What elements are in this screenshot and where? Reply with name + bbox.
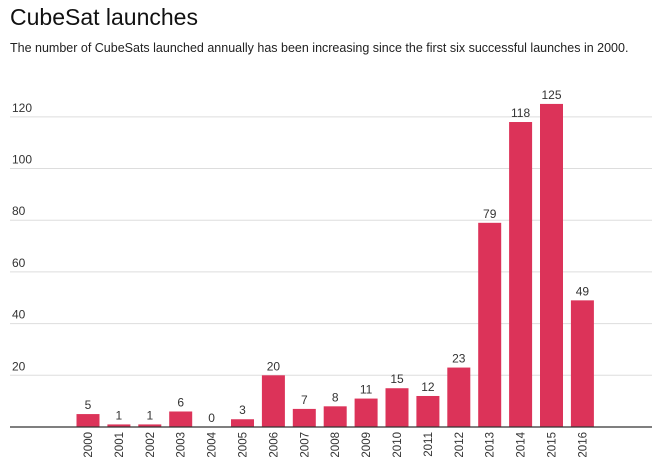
bar-2011: [416, 395, 440, 427]
x-tick-label-2010: 2010: [392, 432, 404, 458]
bar-2015: [540, 103, 563, 427]
x-tick-label-2005: 2005: [238, 432, 250, 458]
data-label-2009: 11: [360, 383, 373, 397]
data-label-2006: 20: [267, 359, 281, 373]
data-label-2013: 79: [483, 207, 497, 221]
y-tick-label: 60: [12, 256, 26, 270]
bars: [76, 103, 594, 427]
data-label-2000: 5: [85, 398, 92, 412]
x-tick-label-2013: 2013: [485, 432, 497, 458]
chart-subtitle: The number of CubeSats launched annually…: [10, 41, 629, 55]
bar-2005: [231, 419, 254, 427]
x-tick-label-2006: 2006: [268, 432, 280, 458]
y-tick-label: 120: [12, 101, 32, 115]
bar-2007: [292, 408, 316, 427]
y-axis-ticks: 20 40 60 80 100 120: [12, 101, 32, 373]
x-tick-label-2002: 2002: [145, 432, 157, 458]
data-label-2003: 6: [177, 395, 184, 409]
x-tick-label-2012: 2012: [454, 432, 466, 458]
bar-2006: [261, 375, 285, 427]
bar-2003: [169, 411, 193, 427]
y-tick-label: 80: [12, 204, 26, 218]
bar-2014: [509, 122, 533, 427]
x-tick-label-2001: 2001: [114, 432, 126, 458]
data-label-2014: 118: [511, 106, 530, 120]
bar-2008: [323, 406, 347, 427]
x-tick-label-2003: 2003: [176, 432, 188, 458]
x-tick-label-2007: 2007: [299, 432, 311, 458]
data-label-2005: 3: [239, 403, 246, 417]
bar-2002: [138, 424, 162, 427]
data-label-2010: 15: [390, 372, 404, 386]
y-tick-label: 20: [12, 359, 26, 373]
x-tick-label-2004: 2004: [207, 431, 219, 457]
bar-2001: [107, 424, 131, 427]
y-tick-label: 100: [12, 153, 32, 167]
bar-2012: [447, 367, 471, 427]
bar-2009: [354, 398, 378, 427]
data-label-2004: 0: [208, 411, 215, 425]
x-tick-label-2009: 2009: [361, 432, 373, 458]
data-label-2016: 49: [576, 284, 590, 298]
x-tick-label-2008: 2008: [330, 432, 342, 458]
y-tick-label: 40: [12, 308, 26, 322]
x-tick-label-2000: 2000: [83, 432, 95, 458]
data-label-2008: 8: [332, 390, 339, 404]
data-label-2002: 1: [146, 408, 153, 422]
data-label-2015: 125: [541, 88, 561, 102]
x-tick-label-2014: 2014: [516, 431, 528, 457]
bar-2000: [76, 414, 100, 427]
bar-2013: [478, 222, 502, 427]
x-tick-label-2015: 2015: [547, 432, 559, 458]
data-label-2012: 23: [452, 352, 466, 366]
data-label-2011: 12: [421, 380, 435, 394]
data-label-2001: 1: [116, 408, 123, 422]
bar-2010: [385, 388, 409, 427]
bar-2016: [570, 300, 594, 427]
x-axis-ticks: 2000 2001 2002 2003 2004 2005 2006 2007 2008 2009…: [83, 431, 589, 457]
x-tick-label-2011: 2011: [423, 432, 435, 457]
data-label-2007: 7: [301, 393, 308, 407]
x-tick-label-2016: 2016: [577, 432, 589, 458]
chart-title: CubeSat launches: [10, 4, 198, 30]
